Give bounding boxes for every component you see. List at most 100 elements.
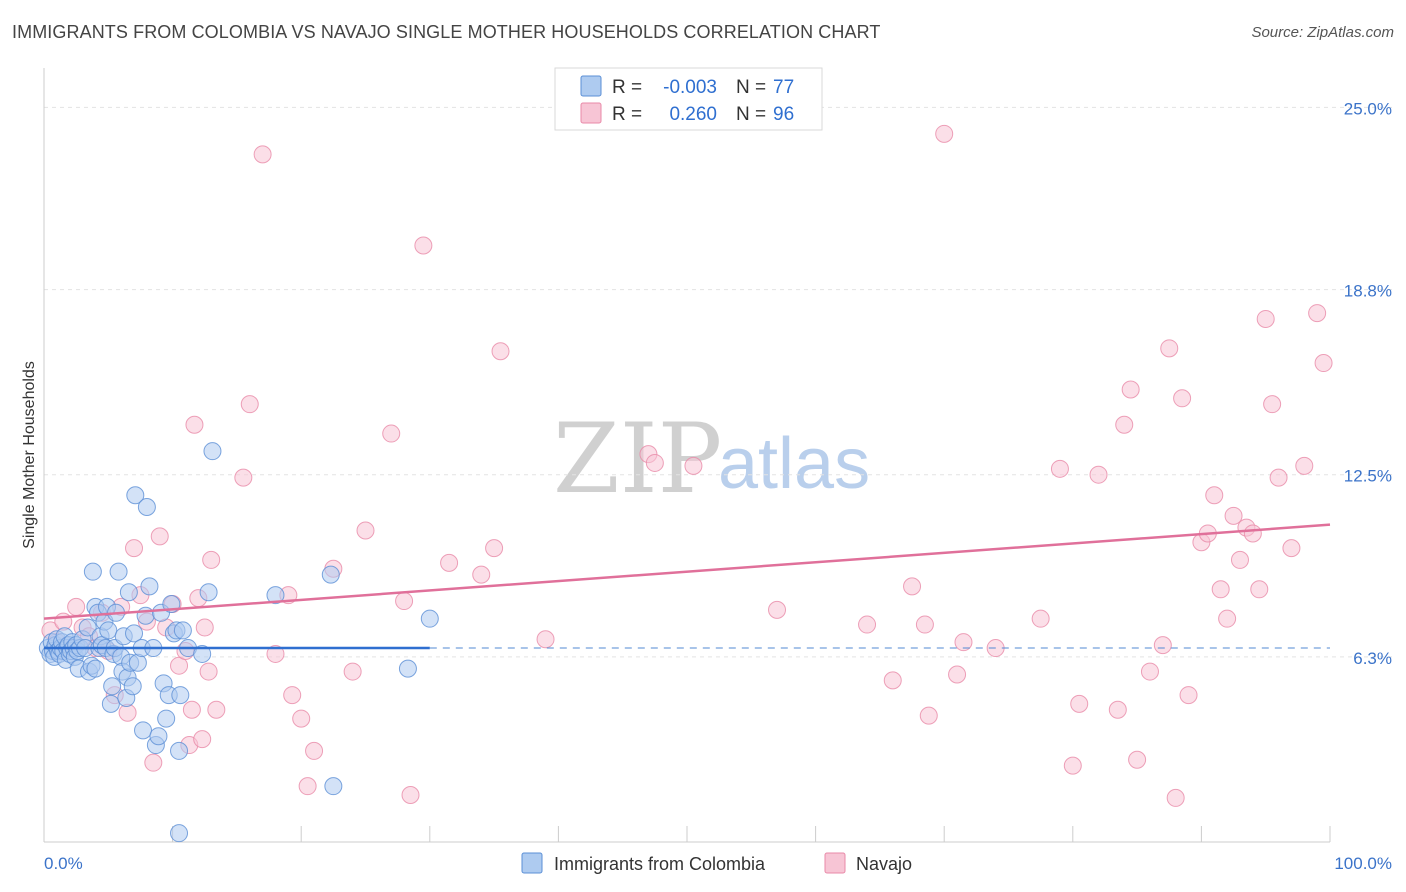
source-label: Source: ZipAtlas.com — [1251, 24, 1394, 41]
legend-n-value-1: 77 — [773, 77, 794, 98]
navajo-point — [185, 415, 204, 434]
colombia-point — [126, 486, 145, 505]
colombia-point — [203, 442, 222, 461]
colombia-point — [398, 659, 417, 678]
series-legend: Immigrants from Colombia Navajo — [521, 852, 912, 874]
colombia-point — [109, 562, 128, 581]
navajo-point — [195, 618, 214, 637]
navajo-point — [1140, 662, 1159, 681]
colombia-point — [266, 586, 285, 605]
navajo-point — [491, 342, 510, 361]
navajo-point — [948, 665, 967, 684]
navajo-point — [1063, 756, 1082, 775]
navajo-point — [919, 706, 938, 725]
navajo-point — [1160, 339, 1179, 358]
navajo-point — [253, 145, 272, 164]
navajo-point — [858, 615, 877, 634]
colombia-point — [125, 624, 144, 643]
chart-title: IMMIGRANTS FROM COLOMBIA VS NAVAJO SINGL… — [12, 22, 881, 42]
navajo-point — [240, 395, 259, 414]
navajo-point — [536, 630, 555, 649]
colombia-points — [38, 442, 439, 843]
colombia-point — [83, 562, 102, 581]
navajo-point — [440, 553, 459, 572]
watermark-atlas: atlas — [718, 424, 870, 504]
navajo-point — [401, 785, 420, 804]
y-tick-labels: 6.3% 12.5% 18.8% 25.0% — [1344, 99, 1392, 667]
navajo-point — [1211, 580, 1230, 599]
navajo-point — [903, 577, 922, 596]
navajo-point — [305, 741, 324, 760]
navajo-point — [1263, 395, 1282, 414]
legend-n-label-2: N = — [736, 104, 766, 125]
y-tick-label: 12.5% — [1344, 467, 1392, 486]
navajo-point — [1089, 465, 1108, 484]
series-legend-label-colombia: Immigrants from Colombia — [554, 854, 766, 874]
legend-r-label-2: R = — [612, 104, 642, 125]
navajo-point — [298, 777, 317, 796]
navajo-point — [283, 686, 302, 705]
colombia-point — [420, 609, 439, 628]
navajo-point — [1115, 415, 1134, 434]
colombia-point — [99, 621, 118, 640]
y-tick-label: 6.3% — [1353, 649, 1392, 668]
y-tick-label: 25.0% — [1344, 99, 1392, 118]
colombia-point — [321, 565, 340, 584]
navajo-trend-line — [43, 523, 1331, 620]
navajo-point — [202, 550, 221, 569]
gridlines — [44, 106, 1392, 658]
navajo-point — [1308, 304, 1327, 323]
colombia-point — [78, 618, 97, 637]
legend-n-value-2: 96 — [773, 104, 794, 125]
colombia-point — [173, 621, 192, 640]
navajo-point — [1224, 506, 1243, 525]
navajo-point — [1050, 459, 1069, 478]
colombia-point — [199, 583, 218, 602]
navajo-point — [684, 456, 703, 475]
navajo-point — [356, 521, 375, 540]
colombia-point — [134, 721, 153, 740]
stats-legend: R = -0.003 N = 77 R = 0.260 N = 96 — [554, 67, 823, 131]
navajo-point — [292, 709, 311, 728]
navajo-point — [193, 730, 212, 749]
navajo-point — [1314, 354, 1333, 373]
navajo-point — [125, 539, 144, 558]
y-tick-label: 18.8% — [1344, 282, 1392, 301]
navajo-point — [485, 539, 504, 558]
colombia-point — [137, 498, 156, 517]
navajo-point — [935, 124, 954, 143]
navajo-point — [234, 468, 253, 487]
trend-lines — [43, 523, 1331, 650]
colombia-point — [149, 727, 168, 746]
navajo-point — [645, 453, 664, 472]
legend-swatch-colombia — [580, 75, 602, 97]
navajo-point — [1230, 550, 1249, 569]
series-legend-swatch-navajo — [824, 852, 846, 874]
watermark: ZIP atlas — [553, 403, 870, 515]
navajo-point — [67, 597, 86, 616]
navajo-point — [1153, 636, 1172, 655]
navajo-point — [1031, 609, 1050, 628]
navajo-point — [1269, 468, 1288, 487]
colombia-point — [140, 577, 159, 596]
navajo-point — [144, 753, 163, 772]
legend-r-value-1: -0.003 — [663, 77, 717, 98]
series-legend-swatch-colombia — [521, 852, 543, 874]
navajo-point — [768, 600, 787, 619]
colombia-point — [123, 677, 142, 696]
navajo-point — [1282, 539, 1301, 558]
legend-swatch-navajo — [580, 102, 602, 124]
navajo-point — [1205, 486, 1224, 505]
navajo-point — [1173, 389, 1192, 408]
navajo-point — [1250, 580, 1269, 599]
navajo-point — [915, 615, 934, 634]
navajo-point — [382, 424, 401, 443]
navajo-point — [207, 700, 226, 719]
colombia-point — [170, 824, 189, 843]
x-tick-label-max: 100.0% — [1334, 854, 1392, 873]
colombia-point — [119, 583, 138, 602]
navajo-point — [266, 644, 285, 663]
legend-r-value-2: 0.260 — [669, 104, 717, 125]
navajo-point — [1121, 380, 1140, 399]
